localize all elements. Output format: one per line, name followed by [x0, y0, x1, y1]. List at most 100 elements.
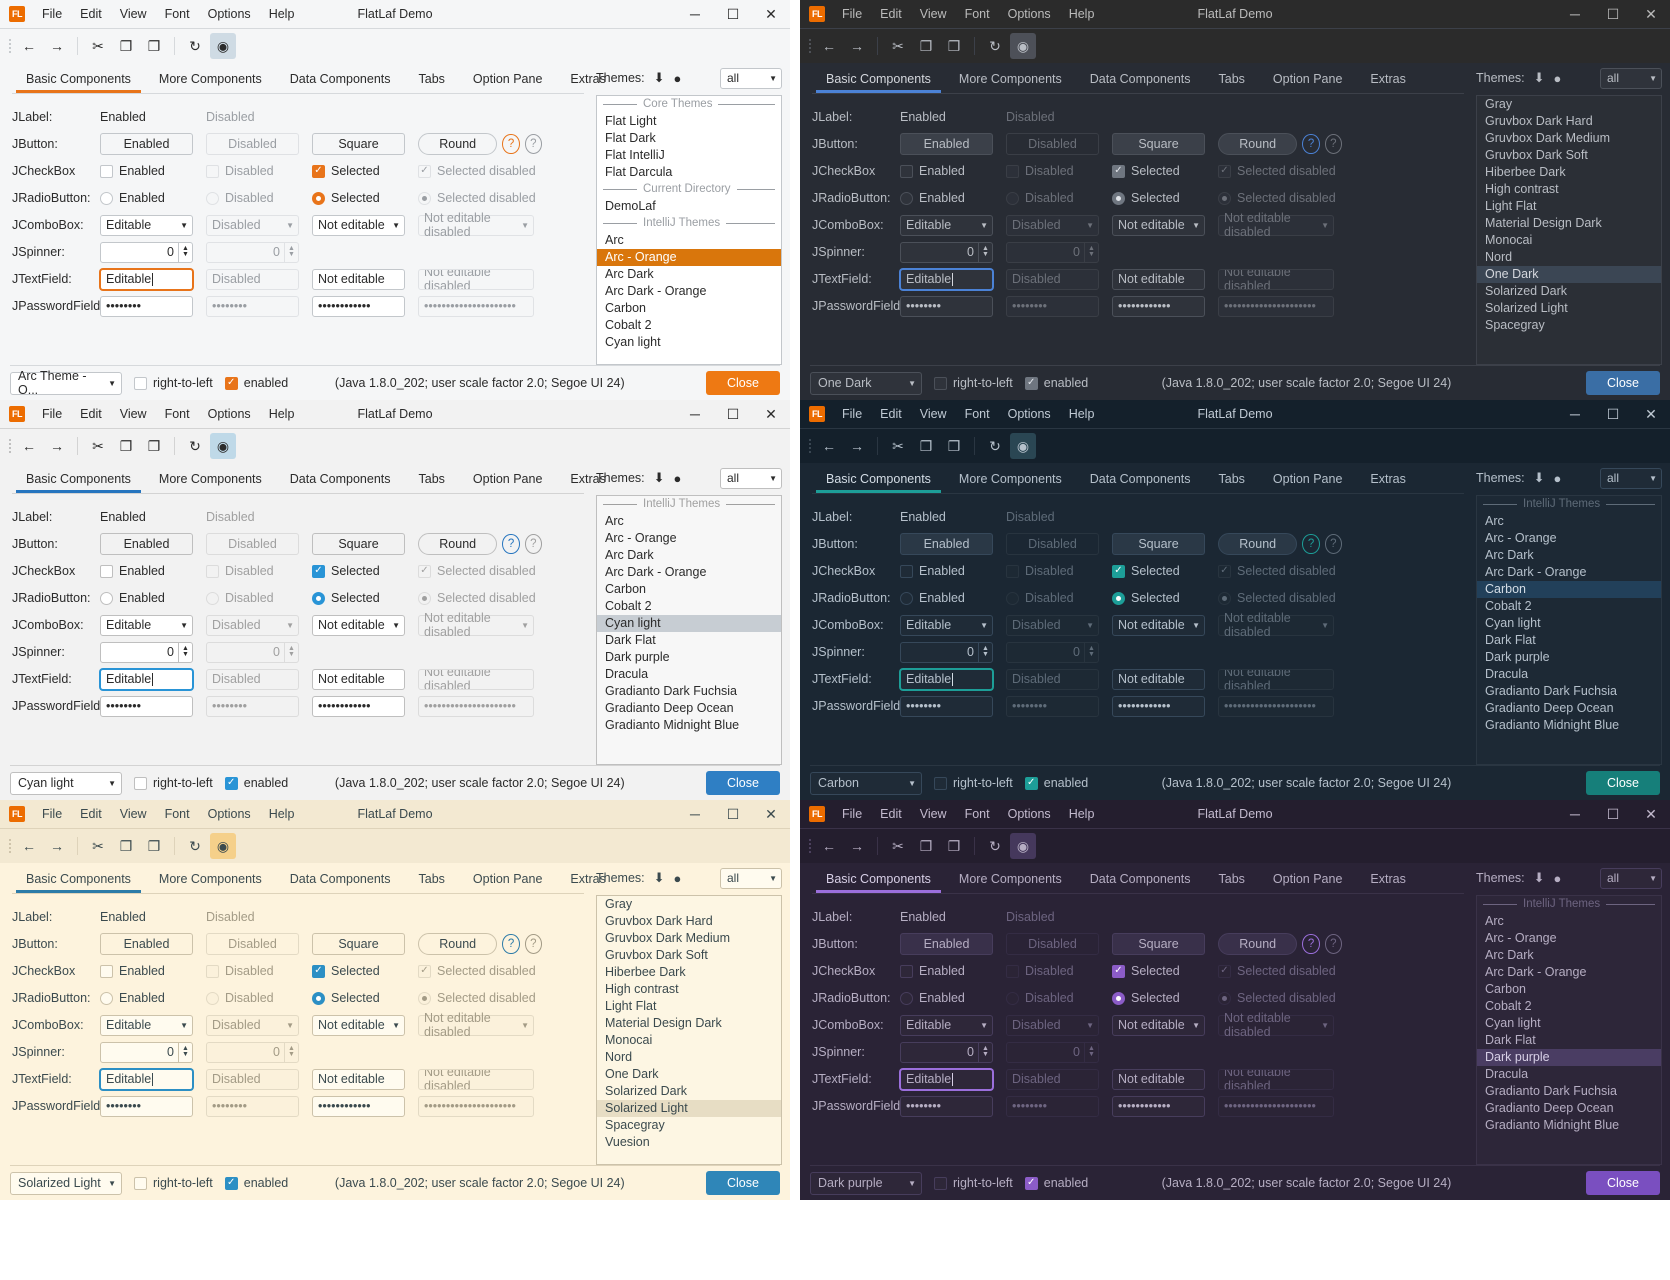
toolbar-refresh-icon[interactable]: ↻	[189, 37, 201, 54]
theme-list-item[interactable]: Solarized Light	[1485, 301, 1568, 315]
theme-list-item[interactable]: Gradianto Midnight Blue	[1485, 1118, 1620, 1132]
menu-item-view[interactable]: View	[919, 407, 947, 421]
checkbox-box[interactable]	[100, 964, 113, 978]
theme-list-item[interactable]: Spacegray	[1485, 318, 1545, 332]
theme-list-item[interactable]: Arc	[605, 514, 624, 528]
combobox-not-editable[interactable]: Not editable ▼	[312, 614, 405, 636]
textfield-not-editable[interactable]: Not editable	[312, 268, 405, 290]
chevron-down-icon[interactable]: ▼	[108, 1178, 116, 1188]
theme-list-item[interactable]: Arc	[605, 233, 624, 247]
tab-tabs[interactable]: Tabs	[418, 472, 445, 486]
passwordfield-3[interactable]: ••••••••••••	[312, 695, 405, 717]
theme-list-item[interactable]: Gruvbox Dark Soft	[605, 948, 708, 962]
toolbar-back-icon[interactable]: ←	[822, 438, 836, 454]
chevron-down-icon[interactable]: ▼	[180, 1020, 188, 1030]
radio-circle[interactable]	[100, 191, 113, 205]
theme-list-item[interactable]: Carbon	[605, 301, 646, 315]
toolbar-paste-icon[interactable]: ❐	[147, 837, 161, 854]
toolbar-paste-icon[interactable]: ❐	[147, 37, 161, 54]
theme-list-item[interactable]: Flat Light	[605, 114, 657, 128]
menu-item-file[interactable]: File	[42, 807, 63, 821]
checkbox-box[interactable]: ✓	[224, 376, 238, 390]
rtl-checkbox[interactable]: right-to-left	[134, 376, 213, 390]
close-button[interactable]: Close	[705, 371, 780, 395]
chevron-down-icon[interactable]: ▼	[769, 473, 777, 483]
textfield-not-editable[interactable]: Not editable	[1112, 1068, 1205, 1090]
theme-list-item[interactable]: Spacegray	[605, 1118, 665, 1132]
menu-item-options[interactable]: Options	[207, 7, 251, 21]
close-button[interactable]: Close	[1586, 1171, 1660, 1195]
spinner-enabled[interactable]: 0 ▲ ▼	[100, 241, 193, 263]
theme-list-item[interactable]: Solarized Light	[597, 1100, 781, 1117]
theme-list-item[interactable]: Dark purple	[605, 650, 670, 664]
radio-selected[interactable]: Selected	[1112, 991, 1180, 1005]
tab-basic-components[interactable]: Basic Components	[12, 468, 145, 493]
theme-list-item[interactable]: Arc	[1485, 914, 1504, 928]
toolbar-preview-icon[interactable]: ◉	[210, 833, 236, 859]
toolbar-refresh-icon[interactable]: ↻	[189, 437, 201, 454]
checkbox-selected[interactable]: ✓ Selected	[1112, 164, 1180, 178]
download-icon[interactable]: ⬇	[1533, 70, 1545, 85]
checkbox-box[interactable]	[900, 564, 913, 578]
theme-selector-combobox[interactable]: One Dark ▼	[810, 371, 922, 395]
checkbox-box[interactable]	[134, 376, 147, 390]
drag-handle-icon[interactable]	[6, 437, 14, 455]
menu-item-view[interactable]: View	[119, 807, 147, 821]
textfield-editable[interactable]: Editable	[900, 668, 993, 690]
passwordfield-3[interactable]: ••••••••••••	[1112, 1095, 1205, 1117]
help-button-enabled[interactable]: ?	[502, 534, 520, 554]
tab-option-pane[interactable]: Option Pane	[1272, 72, 1343, 86]
toolbar-copy-icon[interactable]: ❐	[119, 437, 133, 454]
download-icon[interactable]: ⬇	[653, 470, 665, 485]
textfield-not-editable[interactable]: Not editable	[312, 668, 405, 690]
textfield-editable[interactable]: Editable	[900, 268, 993, 290]
minimize-button[interactable]: ─	[1570, 806, 1580, 822]
theme-list-item[interactable]: Gruvbox Dark Soft	[1485, 148, 1588, 162]
jbutton-round[interactable]: Round	[418, 533, 498, 555]
checkbox-box[interactable]	[134, 776, 147, 790]
download-icon[interactable]: ⬇	[653, 70, 665, 85]
theme-list-item[interactable]: Cobalt 2	[605, 318, 652, 332]
toolbar-preview-icon[interactable]: ◉	[210, 433, 236, 459]
checkbox-box[interactable]	[134, 1176, 147, 1190]
jbutton-square[interactable]: Square	[312, 933, 405, 955]
toolbar-back-icon[interactable]: ←	[22, 438, 36, 454]
menu-item-font[interactable]: Font	[964, 407, 990, 421]
tab-data-components[interactable]: Data Components	[1089, 72, 1191, 86]
tab-option-pane[interactable]: Option Pane	[1272, 472, 1343, 486]
radio-selected[interactable]: Selected	[312, 191, 380, 205]
tab-tabs[interactable]: Tabs	[418, 72, 445, 86]
checkbox-box[interactable]	[934, 776, 947, 790]
theme-list-item[interactable]: Carbon	[605, 582, 646, 596]
radio-enabled[interactable]: Enabled	[100, 591, 165, 605]
toolbar-back-icon[interactable]: ←	[822, 38, 836, 54]
jbutton-round[interactable]: Round	[1218, 533, 1298, 555]
tab-data-components[interactable]: Data Components	[1089, 472, 1191, 486]
menu-item-options[interactable]: Options	[1007, 7, 1051, 21]
theme-list-item[interactable]: Gruvbox Dark Hard	[605, 914, 713, 928]
theme-list-item[interactable]: Arc - Orange	[605, 531, 677, 545]
tab-basic-components[interactable]: Basic Components	[12, 68, 145, 93]
theme-list-item[interactable]: DemoLaf	[605, 199, 656, 213]
checkbox-box[interactable]: ✓	[1112, 164, 1125, 178]
radio-enabled[interactable]: Enabled	[100, 191, 165, 205]
menu-item-edit[interactable]: Edit	[880, 407, 902, 421]
themes-list[interactable]: Gray Gruvbox Dark Hard Gruvbox Dark Medium…	[596, 895, 782, 1165]
chevron-down-icon[interactable]: ▼	[1192, 620, 1200, 630]
close-window-button[interactable]: ✕	[765, 405, 777, 422]
jbutton-enabled[interactable]: Enabled	[100, 533, 193, 555]
spinner-enabled[interactable]: 0 ▲ ▼	[100, 641, 193, 663]
drag-handle-icon[interactable]	[806, 37, 814, 55]
chevron-down-icon[interactable]: ▼	[392, 620, 400, 630]
radio-circle[interactable]	[312, 591, 325, 605]
passwordfield-3[interactable]: ••••••••••••	[1112, 295, 1205, 317]
chevron-down-icon[interactable]: ▼	[769, 873, 777, 883]
theme-list-item[interactable]: Gradianto Deep Ocean	[605, 701, 734, 715]
spinner-down-icon[interactable]: ▼	[982, 251, 989, 258]
minimize-button[interactable]: ─	[690, 6, 700, 22]
download-icon[interactable]: ⬇	[1533, 470, 1545, 485]
theme-list-item[interactable]: Cobalt 2	[1485, 599, 1532, 613]
rtl-checkbox[interactable]: right-to-left	[134, 1176, 213, 1190]
spinner-down-icon[interactable]: ▼	[182, 1051, 189, 1058]
theme-selector-combobox[interactable]: Arc Theme - O... ▼	[10, 369, 122, 397]
